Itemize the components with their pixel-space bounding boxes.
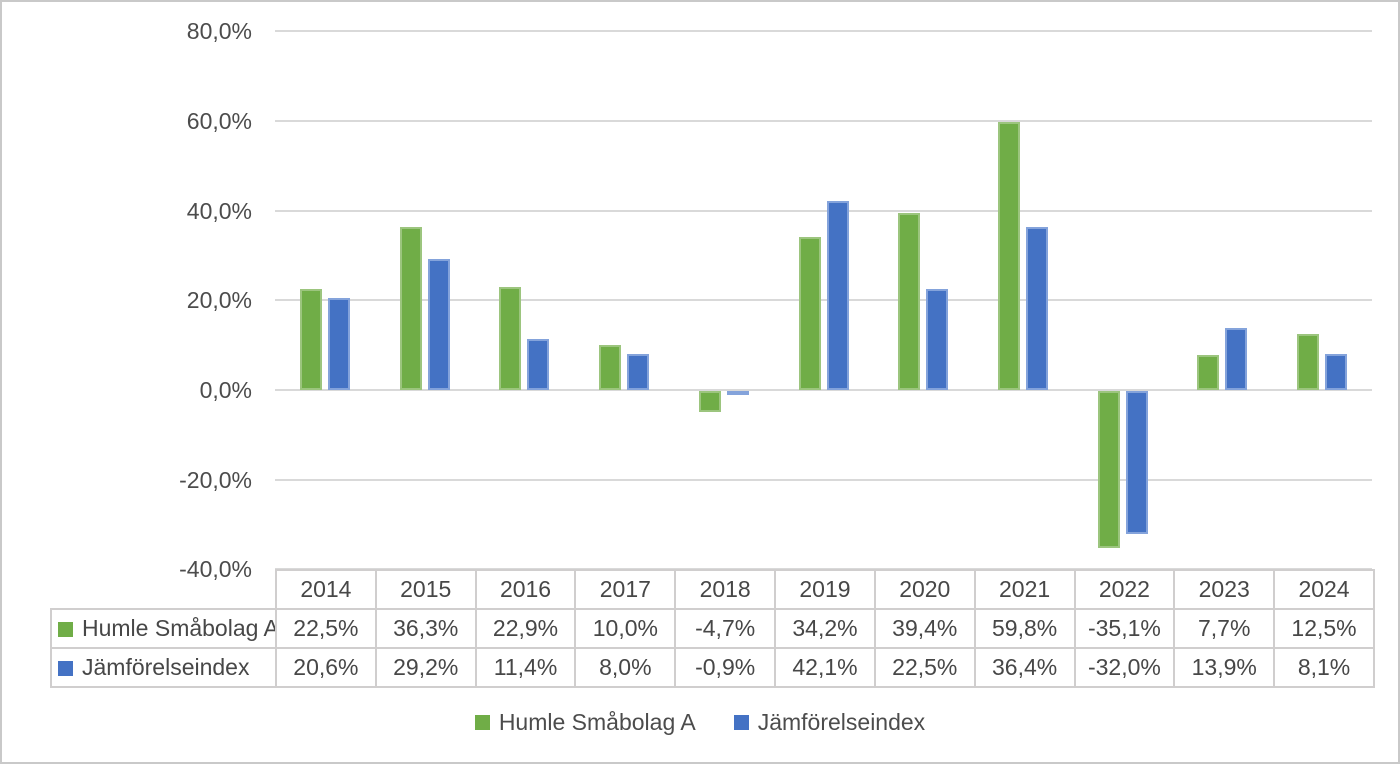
- table-value-cell: -35,1%: [1073, 608, 1176, 649]
- table-value-cell: 10,0%: [574, 608, 677, 649]
- gridline: [275, 210, 1372, 212]
- table-year-header: 2024: [1273, 569, 1375, 610]
- table-value-cell: 13,9%: [1173, 647, 1276, 688]
- chart-legend: Humle Småbolag A Jämförelseindex: [2, 706, 1398, 738]
- table-value-cell: 36,4%: [973, 647, 1076, 688]
- gridline: [275, 479, 1372, 481]
- table-value-cell: 22,5%: [275, 608, 377, 649]
- legend-swatch-icon: [474, 714, 490, 730]
- bar-fund-2016: [499, 287, 521, 390]
- table-value-cell: 8,1%: [1273, 647, 1375, 688]
- bar-fund-2023: [1197, 355, 1219, 390]
- bar-index-2019: [827, 201, 849, 390]
- table-value-cell: 42,1%: [774, 647, 876, 688]
- gridline: [275, 299, 1372, 301]
- x-axis-line: [275, 389, 1372, 391]
- table-value-cell: 20,6%: [275, 647, 377, 688]
- table-row-label: Jämförelseindex: [50, 647, 277, 688]
- bar-fund-2024: [1297, 334, 1319, 390]
- table-value-cell: -4,7%: [674, 608, 777, 649]
- bar-index-2023: [1225, 328, 1247, 390]
- data-table: 2014 2015 2016 2017 2018 2019 2020 2021 2022 2023…: [50, 569, 1375, 688]
- table-value-cell: -0,9%: [674, 647, 777, 688]
- table-year-header: 2022: [1073, 569, 1176, 610]
- bar-fund-2014: [300, 289, 322, 390]
- y-axis-tick-label: 20,0%: [186, 287, 252, 313]
- bar-fund-2018: [699, 391, 721, 412]
- y-axis-tick-label: -20,0%: [179, 467, 252, 493]
- series-swatch-icon: [58, 661, 73, 676]
- bar-index-2016: [527, 339, 549, 390]
- chart-data-table: 2014 2015 2016 2017 2018 2019 2020 2021 2022 2023…: [50, 569, 1375, 688]
- bar-index-2021: [1026, 227, 1048, 390]
- bar-index-2015: [428, 259, 450, 390]
- table-year-header: 2019: [774, 569, 876, 610]
- bar-index-2017: [627, 354, 649, 390]
- bar-index-2020: [926, 289, 948, 390]
- table-year-header: 2015: [374, 569, 477, 610]
- legend-item: Jämförelseindex: [733, 708, 926, 736]
- table-value-cell: 22,9%: [474, 608, 577, 649]
- legend-label: Jämförelseindex: [757, 708, 926, 735]
- legend-label: Humle Småbolag A: [498, 708, 696, 735]
- table-value-cell: 59,8%: [973, 608, 1076, 649]
- table-value-cell: 12,5%: [1273, 608, 1375, 649]
- table-value-cell: 36,3%: [374, 608, 477, 649]
- y-axis-tick-label: -40,0%: [179, 556, 252, 582]
- table-value-cell: 7,7%: [1173, 608, 1276, 649]
- bar-fund-2015: [400, 227, 422, 390]
- table-value-cell: 8,0%: [574, 647, 677, 688]
- table-year-header: 2020: [873, 569, 976, 610]
- y-axis-tick-label: 0,0%: [199, 377, 252, 403]
- bar-fund-2021: [998, 122, 1020, 390]
- bar-index-2014: [328, 298, 350, 390]
- table-row-label: Humle Småbolag A: [50, 608, 277, 649]
- table-row: Jämförelseindex 20,6% 29,2% 11,4% 8,0% -0,9% 4…: [50, 647, 1375, 688]
- y-axis-tick-label: 80,0%: [186, 18, 252, 44]
- table-row: Humle Småbolag A 22,5% 36,3% 22,9% 10,0% -4,7…: [50, 608, 1375, 649]
- gridline: [275, 120, 1372, 122]
- table-year-header: 2017: [574, 569, 677, 610]
- table-value-cell: 22,5%: [873, 647, 976, 688]
- bar-index-2024: [1325, 354, 1347, 390]
- bar-fund-2022: [1098, 391, 1120, 548]
- table-value-cell: 29,2%: [374, 647, 477, 688]
- table-value-cell: 34,2%: [774, 608, 876, 649]
- table-year-header: 2021: [973, 569, 1076, 610]
- bar-index-2022: [1126, 391, 1148, 534]
- y-axis-tick-label: 60,0%: [186, 108, 252, 134]
- bar-fund-2017: [599, 345, 621, 390]
- series-swatch-icon: [58, 622, 73, 637]
- table-value-cell: 39,4%: [873, 608, 976, 649]
- table-corner-cell: [51, 570, 276, 609]
- legend-swatch-icon: [733, 714, 749, 730]
- table-year-header: 2014: [275, 569, 377, 610]
- table-value-cell: 11,4%: [474, 647, 577, 688]
- gridline: [275, 568, 1372, 570]
- table-value-cell: -32,0%: [1073, 647, 1176, 688]
- gridline: [275, 30, 1372, 32]
- bar-index-2018: [727, 391, 749, 395]
- table-year-header: 2018: [674, 569, 777, 610]
- bar-fund-2019: [799, 237, 821, 390]
- y-axis-tick-label: 40,0%: [186, 198, 252, 224]
- table-header-row: 2014 2015 2016 2017 2018 2019 2020 2021 2022 2023…: [51, 569, 1375, 610]
- legend-item: Humle Småbolag A: [474, 708, 696, 736]
- bar-fund-2020: [898, 213, 920, 390]
- table-year-header: 2016: [474, 569, 577, 610]
- table-year-header: 2023: [1173, 569, 1276, 610]
